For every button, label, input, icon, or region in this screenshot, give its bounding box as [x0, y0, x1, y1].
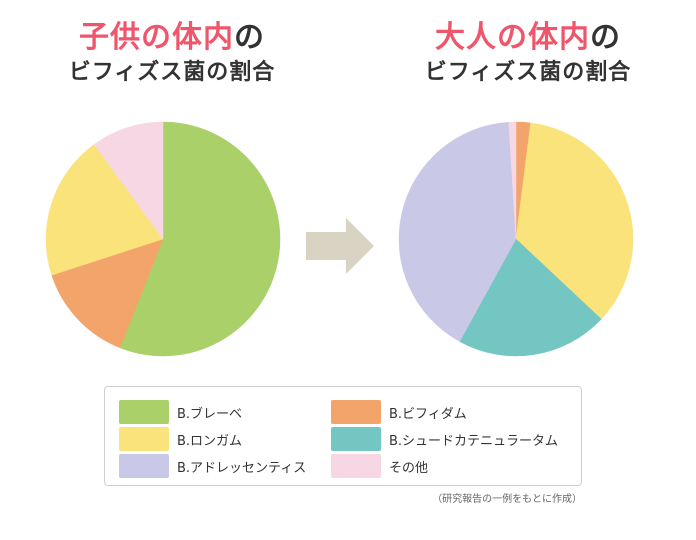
adult-pie-slice-adolescentis	[398, 121, 517, 342]
child-pie-chart	[45, 121, 281, 357]
adult-pie-slice-other	[508, 121, 517, 240]
legend-swatch-breve	[119, 400, 169, 424]
legend-swatch-bifidum	[331, 400, 381, 424]
child-title-accent: 子供の体内	[79, 20, 234, 55]
legend-label-adolescentis: B.アドレッセンティス	[177, 460, 307, 476]
legend-swatch-adolescentis	[119, 454, 169, 478]
adult-pie-slice-longum	[515, 122, 634, 320]
legend-swatch-longum	[119, 427, 169, 451]
legend-label-breve: B.ブレーベ	[177, 406, 243, 422]
child-pie-slice-longum	[45, 144, 164, 276]
adult-title-line2: ビフィズス菌の割合	[424, 60, 632, 85]
legend-item-bifidum: B.ビフィダム	[331, 400, 467, 424]
legend-label-longum: B.ロンガム	[177, 433, 243, 449]
legend-item-breve: B.ブレーベ	[119, 400, 242, 424]
legend-item-other: その他	[331, 454, 428, 478]
child-title-suffix: の	[234, 20, 265, 55]
adult-pie-chart	[398, 121, 634, 357]
child-title-line1: 子供の体内の	[22, 18, 322, 57]
legend-label-other: その他	[389, 460, 429, 476]
legend-swatch-pseudocatenulatum	[331, 427, 381, 451]
source-note: （研究報告の一例をもとに作成）	[432, 494, 582, 505]
adult-title-suffix: の	[590, 20, 621, 55]
legend: B.ブレーベ B.ビフィダム B.ロンガム B.シュードカテニュラータム B.ア…	[104, 386, 582, 486]
adult-chart-title: 大人の体内の ビフィズス菌の割合	[378, 18, 678, 88]
legend-item-pseudocatenulatum: B.シュードカテニュラータム	[331, 427, 558, 451]
child-pie-slice-breve	[119, 121, 281, 357]
child-title-line2: ビフィズス菌の割合	[68, 60, 276, 85]
child-chart-title: 子供の体内の ビフィズス菌の割合	[22, 18, 322, 88]
legend-item-adolescentis: B.アドレッセンティス	[119, 454, 306, 478]
arrow-right-icon	[306, 218, 374, 274]
legend-swatch-other	[331, 454, 381, 478]
adult-title-accent: 大人の体内	[435, 20, 590, 55]
legend-label-pseudocatenulatum: B.シュードカテニュラータム	[389, 433, 559, 449]
adult-pie-slice-pseudocatenulatum	[459, 238, 602, 357]
child-pie-slice-other	[93, 121, 164, 240]
legend-item-longum: B.ロンガム	[119, 427, 242, 451]
legend-label-bifidum: B.ビフィダム	[389, 406, 467, 422]
adult-title-line1: 大人の体内の	[378, 18, 678, 57]
